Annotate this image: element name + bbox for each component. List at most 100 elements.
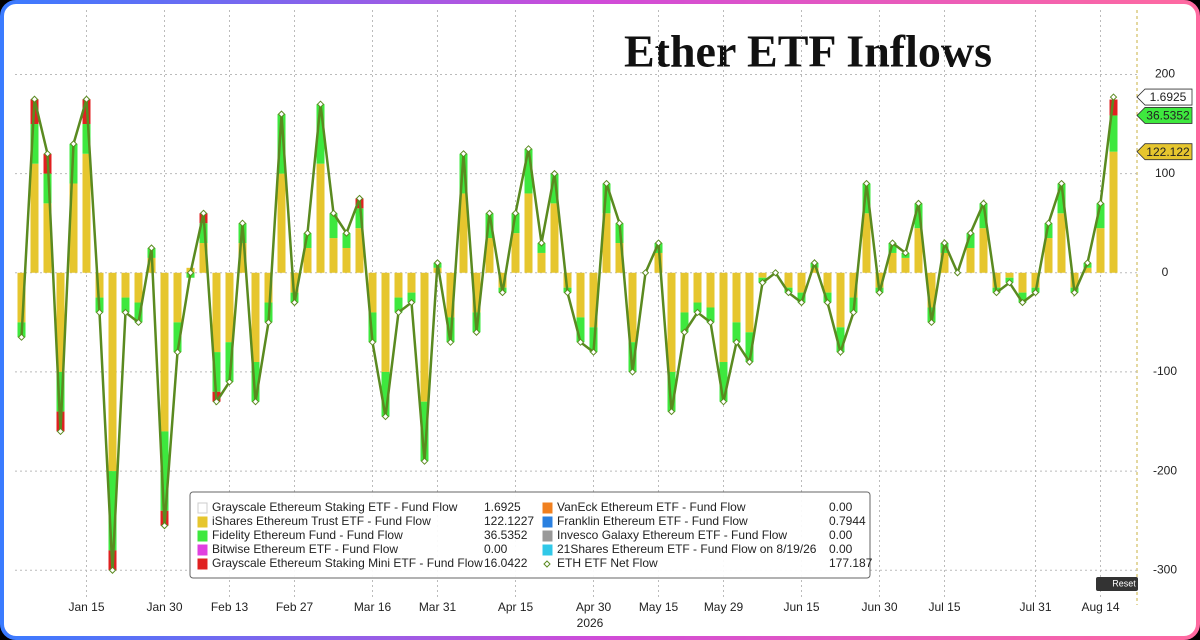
bar <box>30 163 39 273</box>
bar <box>511 233 520 273</box>
y-tick-label: -300 <box>1153 562 1177 576</box>
net-flow-marker <box>745 358 754 366</box>
legend-value: 1.6925 <box>484 500 521 514</box>
y-tick-label: -200 <box>1153 463 1177 477</box>
bar <box>784 272 793 288</box>
bar <box>1044 238 1053 273</box>
bar <box>56 272 65 372</box>
net-flow-marker <box>485 209 494 217</box>
net-flow-marker <box>654 239 663 247</box>
net-flow-marker <box>316 100 325 108</box>
x-tick-label: Mar 16 <box>354 600 392 614</box>
net-flow-marker <box>615 219 624 227</box>
bar <box>524 148 533 194</box>
legend-swatch <box>542 502 553 514</box>
legend-label: Fidelity Ethereum Fund - Fund Flow <box>212 528 403 542</box>
net-flow-marker <box>95 308 104 317</box>
bar <box>1109 151 1118 273</box>
bar <box>927 272 936 308</box>
bar <box>537 252 546 273</box>
net-flow-marker <box>693 308 702 317</box>
net-flow-marker <box>459 150 468 158</box>
legend-swatch <box>197 530 208 542</box>
legend-swatch <box>197 502 208 514</box>
legend-value: 122.1227 <box>484 514 534 528</box>
net-flow-marker <box>680 328 689 336</box>
bar <box>173 322 182 353</box>
bar <box>563 272 572 288</box>
net-flow-marker <box>576 338 585 346</box>
y-tick-label: 200 <box>1155 67 1175 81</box>
legend-marker <box>543 560 551 568</box>
net-flow-marker <box>589 348 598 356</box>
net-flow-marker <box>342 229 351 237</box>
bar <box>693 272 702 303</box>
bar <box>1109 99 1118 116</box>
bar <box>199 223 208 244</box>
net-flow-marker <box>810 259 819 267</box>
bar <box>459 193 468 273</box>
bar <box>654 252 663 273</box>
net-flow-marker <box>940 239 949 247</box>
legend-label: Franklin Ethereum ETF - Fund Flow <box>557 514 748 528</box>
net-flow-marker <box>1109 93 1118 101</box>
net-flow-marker <box>966 229 975 237</box>
legend-value: 0.00 <box>829 542 853 556</box>
net-flow-marker <box>1083 259 1092 267</box>
x-tick-label: Apr 30 <box>576 600 612 614</box>
bar <box>862 183 871 214</box>
bar <box>706 272 715 308</box>
legend-label: 21Shares Ethereum ETF - Fund Flow on 8/1… <box>557 542 817 556</box>
net-flow-marker <box>212 397 221 406</box>
bar <box>121 297 130 313</box>
bar <box>680 272 689 313</box>
net-flow-marker <box>849 308 858 317</box>
bar <box>212 272 221 353</box>
net-flow-marker <box>524 145 533 153</box>
bar <box>693 302 702 313</box>
bar <box>1083 267 1092 273</box>
net-flow-marker <box>641 269 650 277</box>
x-tick-label: Jan 15 <box>68 600 104 614</box>
legend-value: 177.187 <box>829 556 873 570</box>
legend-value: 0.00 <box>484 542 508 556</box>
net-flow-marker <box>173 348 182 356</box>
net-flow-marker <box>914 199 923 208</box>
net-flow-marker <box>30 95 39 103</box>
bar <box>1031 272 1040 288</box>
net-flow-marker <box>160 521 169 530</box>
bar <box>628 342 637 372</box>
legend-value: 16.0422 <box>484 556 528 570</box>
bar <box>1096 228 1105 273</box>
net-flow-marker <box>1018 298 1027 307</box>
bar <box>446 272 455 318</box>
bar <box>836 272 845 328</box>
bar <box>914 228 923 273</box>
bar <box>342 233 351 248</box>
bar <box>95 272 104 298</box>
reset-label[interactable]: Reset <box>1112 578 1136 588</box>
bar <box>862 213 871 273</box>
x-tick-label: Aug 14 <box>1081 600 1119 614</box>
bar <box>992 272 1001 288</box>
bar <box>56 371 65 412</box>
reset-button[interactable] <box>1096 577 1138 591</box>
bar <box>901 257 910 273</box>
x-tick-label: Apr 15 <box>498 600 534 614</box>
net-flow-marker <box>56 427 65 436</box>
net-flow-marker <box>1057 179 1066 188</box>
bar <box>1096 203 1105 229</box>
bar <box>836 327 845 353</box>
bar <box>173 272 182 323</box>
net-flow-marker <box>927 318 936 327</box>
legend-swatch <box>197 558 208 570</box>
bar <box>355 208 364 229</box>
net-flow-marker <box>69 140 78 148</box>
bar <box>706 307 715 323</box>
legend-value: 0.00 <box>829 500 853 514</box>
net-flow-marker <box>1044 219 1053 227</box>
net-flow-marker <box>43 150 52 158</box>
net-flow-marker <box>329 209 338 217</box>
net-flow-marker <box>771 269 780 277</box>
